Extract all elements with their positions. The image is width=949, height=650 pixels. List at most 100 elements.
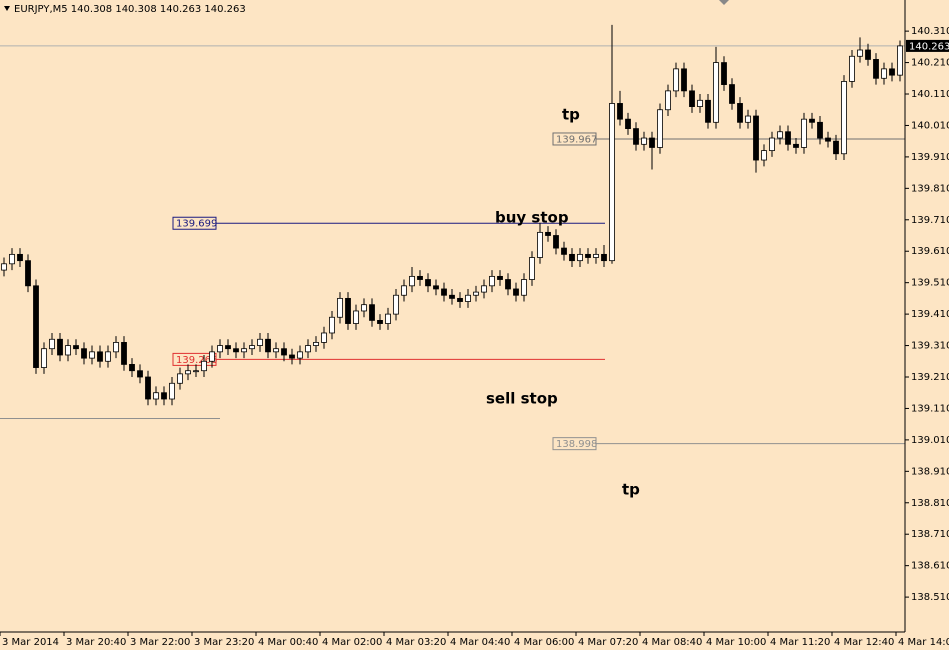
candle-body bbox=[721, 62, 727, 85]
candle-body bbox=[65, 345, 71, 356]
candle-body bbox=[585, 253, 591, 258]
candle-body bbox=[649, 137, 655, 148]
level-label: 139.967 bbox=[556, 134, 597, 145]
y-tick-label: 139.310 bbox=[911, 341, 949, 352]
y-tick-label: 140.110 bbox=[911, 89, 949, 100]
y-tick-label: 139.710 bbox=[911, 215, 949, 226]
candle-body bbox=[761, 150, 767, 161]
candle-body bbox=[185, 370, 191, 375]
candle-body bbox=[665, 90, 671, 111]
x-tick-label: 4 Mar 10:00 bbox=[706, 637, 766, 648]
candle-body bbox=[513, 288, 519, 296]
candle-body bbox=[465, 294, 471, 302]
candle-body bbox=[489, 275, 495, 287]
candle-body bbox=[497, 275, 503, 280]
candle-body bbox=[713, 62, 719, 123]
candle-body bbox=[625, 118, 631, 130]
candle-body bbox=[577, 253, 583, 262]
y-tick-label: 139.810 bbox=[911, 183, 949, 194]
candle-body bbox=[17, 253, 23, 262]
candle-body bbox=[801, 118, 807, 148]
x-tick-label: 3 Mar 23:20 bbox=[194, 637, 254, 648]
candle-body bbox=[641, 137, 647, 145]
candle-body bbox=[833, 140, 839, 155]
candle-body bbox=[97, 351, 103, 362]
x-tick-label: 4 Mar 03:20 bbox=[386, 637, 446, 648]
x-tick-label: 3 Mar 20:40 bbox=[66, 637, 126, 648]
candle-body bbox=[225, 345, 231, 350]
candle-body bbox=[345, 297, 351, 324]
candle-body bbox=[153, 392, 159, 400]
candle-body bbox=[265, 338, 271, 353]
candle-body bbox=[817, 121, 823, 139]
candle-body bbox=[881, 68, 887, 79]
level-label: 139.699 bbox=[176, 219, 217, 230]
candle-body bbox=[73, 345, 79, 350]
candle-body bbox=[689, 90, 695, 107]
x-tick-label: 4 Mar 14:00 bbox=[898, 637, 949, 648]
candle-body bbox=[113, 342, 119, 353]
y-tick-label: 139.510 bbox=[911, 278, 949, 289]
candle-body bbox=[657, 109, 663, 148]
candle-body bbox=[273, 348, 279, 353]
annotation: tp bbox=[622, 481, 640, 499]
candle-body bbox=[729, 84, 735, 104]
candle-body bbox=[313, 342, 319, 346]
candle-body bbox=[537, 231, 543, 258]
y-tick-label: 139.110 bbox=[911, 403, 949, 414]
candle-body bbox=[777, 131, 783, 139]
candle-body bbox=[289, 354, 295, 359]
candle-body bbox=[25, 260, 31, 287]
shift-marker bbox=[719, 0, 729, 5]
candle-body bbox=[753, 115, 759, 161]
annotation: sell stop bbox=[486, 390, 558, 408]
candle-body bbox=[305, 345, 311, 353]
candle-body bbox=[337, 297, 343, 318]
x-tick-label: 3 Mar 22:00 bbox=[130, 637, 190, 648]
candle-body bbox=[281, 348, 287, 356]
candle-body bbox=[841, 81, 847, 155]
candle-body bbox=[361, 304, 367, 312]
candle-body bbox=[593, 253, 599, 258]
candle-body bbox=[377, 320, 383, 324]
x-tick-label: 4 Mar 02:00 bbox=[322, 637, 382, 648]
candle-body bbox=[793, 143, 799, 148]
candle-body bbox=[401, 285, 407, 296]
level-label-box bbox=[172, 216, 217, 230]
level-label-box bbox=[552, 132, 597, 146]
candle-body bbox=[601, 253, 607, 262]
y-tick-label: 138.510 bbox=[911, 592, 949, 603]
candle-body bbox=[617, 103, 623, 120]
candle-body bbox=[609, 103, 615, 262]
candle-body bbox=[105, 351, 111, 362]
candle-body bbox=[233, 348, 239, 353]
candle-body bbox=[249, 345, 255, 350]
y-tick-label: 140.010 bbox=[911, 120, 949, 131]
y-tick-label: 139.410 bbox=[911, 309, 949, 320]
candle-body bbox=[681, 68, 687, 92]
candle-body bbox=[33, 285, 39, 368]
candle-body bbox=[329, 316, 335, 334]
candle-body bbox=[889, 68, 895, 76]
candle-body bbox=[1, 263, 7, 271]
x-tick-label: 4 Mar 00:40 bbox=[258, 637, 318, 648]
candle-body bbox=[505, 279, 511, 290]
x-tick-label: 4 Mar 12:40 bbox=[834, 637, 894, 648]
candle-body bbox=[49, 338, 55, 350]
candle-body bbox=[369, 304, 375, 321]
candle-body bbox=[785, 131, 791, 145]
x-tick-label: 3 Mar 2014 bbox=[2, 637, 59, 648]
candle-body bbox=[297, 351, 303, 359]
candle-body bbox=[57, 338, 63, 356]
y-tick-label: 140.210 bbox=[911, 58, 949, 69]
candle-body bbox=[321, 332, 327, 343]
candle-body bbox=[201, 360, 207, 372]
y-tick-label: 138.910 bbox=[911, 466, 949, 477]
candle-body bbox=[417, 275, 423, 280]
candle-body bbox=[633, 128, 639, 145]
level-label: 138.998 bbox=[556, 439, 597, 450]
y-tick-label: 139.010 bbox=[911, 435, 949, 446]
